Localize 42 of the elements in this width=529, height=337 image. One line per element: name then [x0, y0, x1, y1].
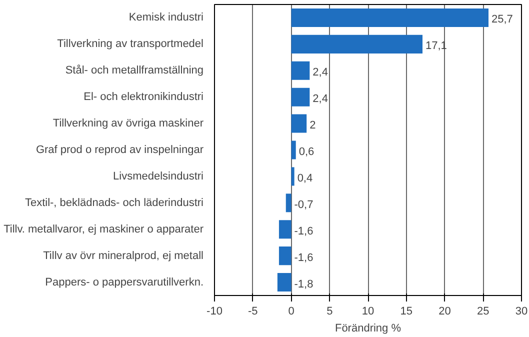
y-tick-label: El- och elektronikindustri — [84, 91, 204, 104]
bar — [286, 194, 292, 212]
data-label: 2,4 — [312, 93, 328, 106]
bar — [278, 246, 292, 266]
data-label: -1,8 — [294, 278, 314, 290]
data-label: 25,7 — [491, 14, 513, 26]
x-tick-label: 15 — [400, 306, 413, 318]
data-label: 0,4 — [297, 172, 313, 184]
y-tick-label: Stål- och metallframställning — [65, 64, 204, 77]
x-tick-label: 5 — [326, 306, 333, 318]
bar — [277, 273, 292, 292]
x-axis-title: Förändring % — [334, 322, 402, 334]
y-tick-label: Graf prod o reprod av inspelningar — [36, 144, 204, 156]
x-tick-label: 10 — [362, 306, 374, 318]
data-label: 0,6 — [298, 146, 314, 158]
bar — [278, 220, 292, 239]
bar — [291, 34, 422, 54]
x-tick-label: 25 — [477, 306, 490, 318]
x-tick-label: -10 — [206, 306, 222, 318]
bar — [291, 8, 488, 27]
y-tick-label: Tillverkning av transportmedel — [57, 38, 204, 50]
y-tick-label: Textil-, beklädnads- och läderindustri — [24, 196, 204, 209]
y-tick-label: Livsmedelsindustri — [113, 170, 204, 182]
data-label: -0,7 — [294, 198, 314, 211]
bar — [291, 88, 310, 106]
bar — [291, 167, 294, 186]
x-tick-label: 30 — [515, 306, 528, 318]
x-tick-label: 20 — [438, 306, 451, 318]
data-label: 2,4 — [312, 66, 328, 79]
y-tick-label: Tillv. metallvaror, ej maskiner o apparater — [4, 223, 204, 236]
x-tick-label: 0 — [288, 306, 294, 318]
x-tick-label: -5 — [248, 306, 258, 318]
data-label: 2 — [310, 120, 316, 132]
y-tick-label: Pappers- o pappersvarutillverkn. — [45, 276, 204, 288]
bar — [291, 61, 310, 80]
y-tick-label: Tillverkning av övriga maskiner — [52, 118, 204, 130]
data-label: -1,6 — [294, 252, 314, 264]
bar — [291, 114, 307, 133]
data-label: -1,6 — [294, 225, 314, 238]
y-tick-label: Kemisk industri — [128, 12, 204, 24]
y-tick-label: Tillv av övr mineralprod, ej metall — [43, 250, 204, 262]
bar — [291, 140, 296, 160]
